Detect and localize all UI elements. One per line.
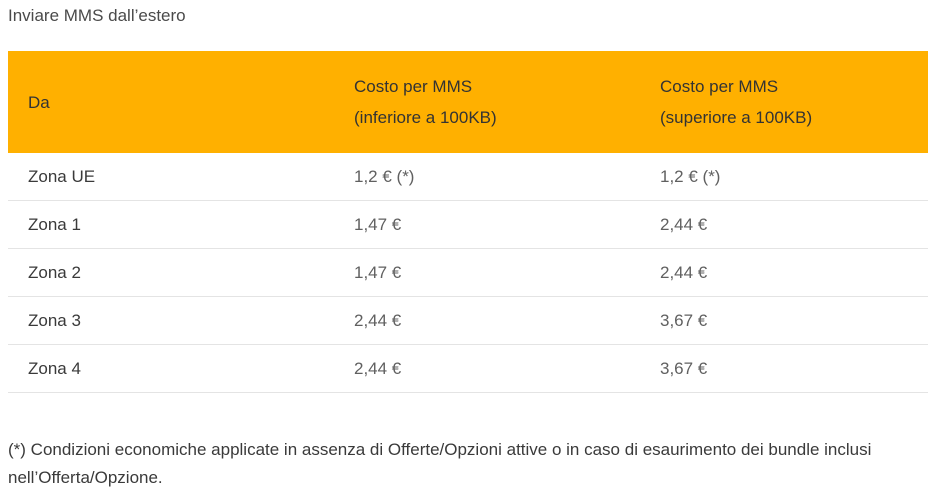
price-under-cell: 1,47 € [334, 248, 640, 297]
page-title: Inviare MMS dall’estero [8, 6, 186, 25]
price-over-cell: 2,44 € [640, 248, 928, 297]
price-over-cell: 2,44 € [640, 200, 928, 249]
header-under-line1: Costo per MMS [354, 77, 473, 96]
table-row: Zona UE 1,2 € (*) 1,2 € (*) [8, 153, 928, 201]
table-header-row: Da Costo per MMS (inferiore a 100KB) Cos… [8, 51, 928, 153]
zone-cell: Zona 2 [8, 248, 334, 297]
header-da: Da [8, 51, 334, 153]
table-row: Zona 3 2,44 € 3,67 € [8, 296, 928, 345]
header-over-100kb: Costo per MMS (superiore a 100KB) [640, 51, 928, 153]
price-under-cell: 1,47 € [334, 200, 640, 249]
price-over-cell: 3,67 € [640, 344, 928, 393]
header-under-line2: (inferiore a 100KB) [354, 108, 497, 127]
price-under-cell: 2,44 € [334, 344, 640, 393]
zone-cell: Zona 4 [8, 344, 334, 393]
price-over-cell: 3,67 € [640, 296, 928, 345]
header-over-line2: (superiore a 100KB) [660, 108, 813, 127]
price-under-cell: 2,44 € [334, 296, 640, 345]
zone-cell: Zona 3 [8, 296, 334, 345]
table-row: Zona 4 2,44 € 3,67 € [8, 344, 928, 393]
price-over-cell: 1,2 € (*) [640, 153, 928, 201]
zone-cell: Zona UE [8, 153, 334, 201]
mms-rates-table: Da Costo per MMS (inferiore a 100KB) Cos… [8, 51, 928, 393]
price-under-cell: 1,2 € (*) [334, 153, 640, 201]
footnote: (*) Condizioni economiche applicate in a… [8, 440, 872, 487]
header-under-100kb: Costo per MMS (inferiore a 100KB) [334, 51, 640, 153]
header-over-line1: Costo per MMS [660, 77, 779, 96]
table-row: Zona 1 1,47 € 2,44 € [8, 200, 928, 249]
zone-cell: Zona 1 [8, 200, 334, 249]
table-row: Zona 2 1,47 € 2,44 € [8, 248, 928, 297]
